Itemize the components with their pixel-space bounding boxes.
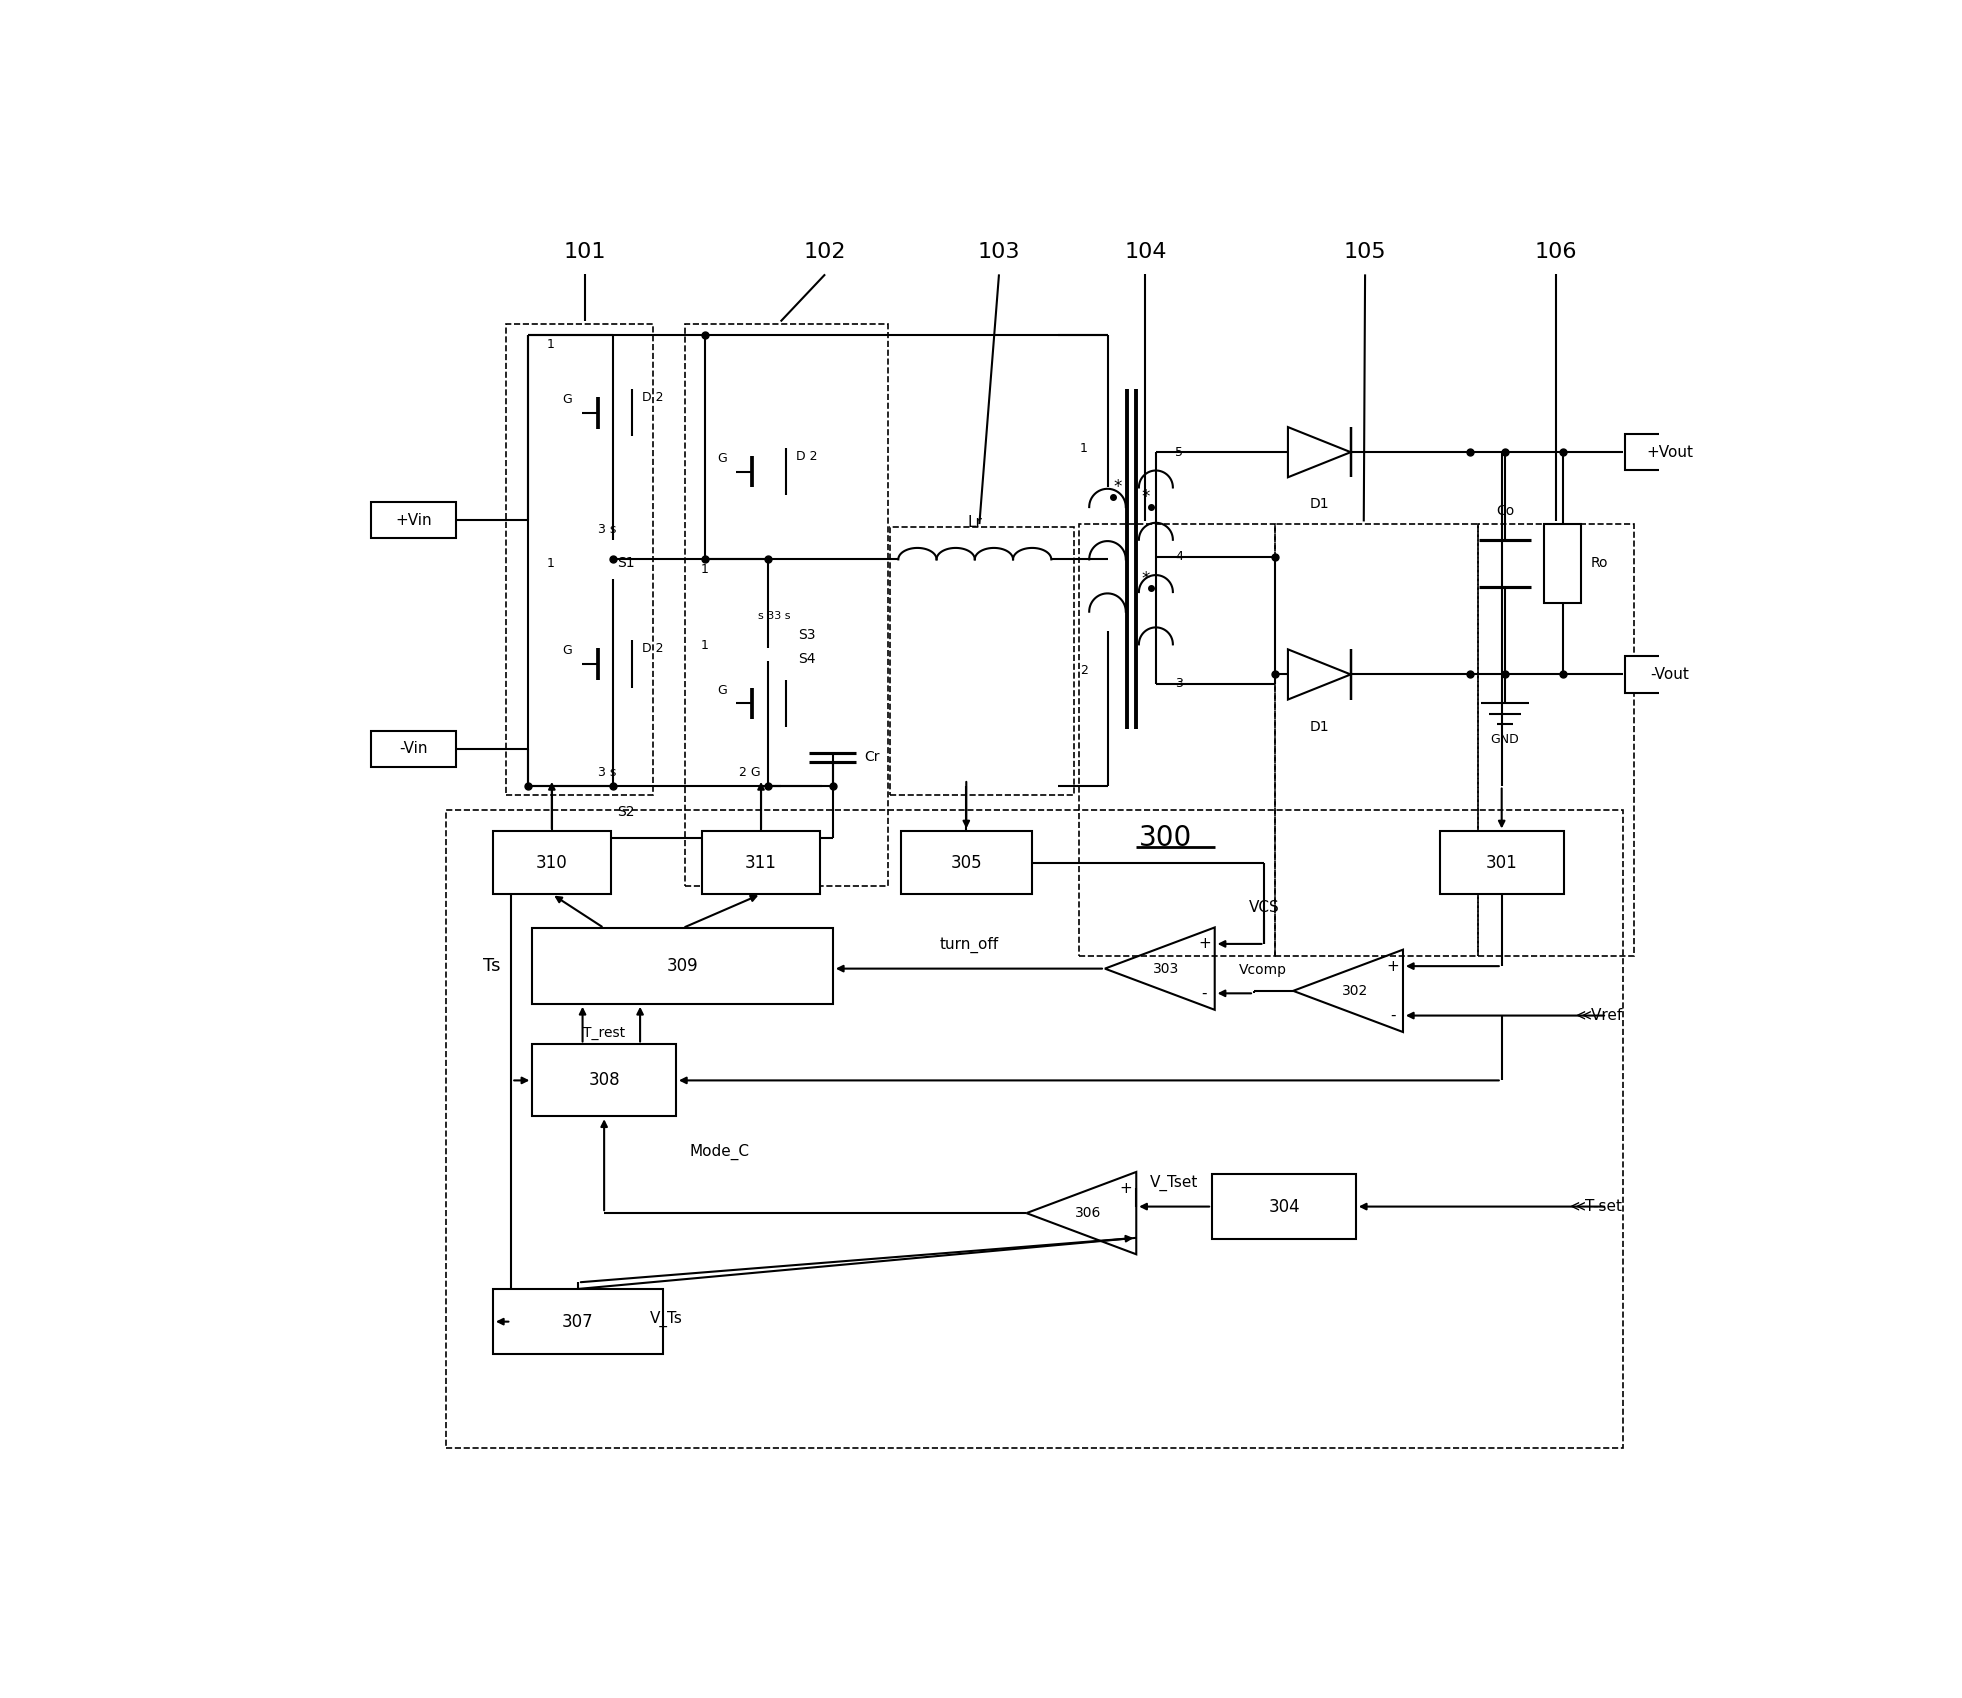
- Bar: [1625, 435, 1715, 470]
- Bar: [1625, 655, 1715, 693]
- Text: D1: D1: [1309, 498, 1328, 511]
- Text: GND: GND: [1491, 734, 1519, 747]
- Text: 303: 303: [1154, 961, 1179, 976]
- Text: 5: 5: [1175, 445, 1183, 458]
- Text: *: *: [1114, 479, 1122, 496]
- Text: *: *: [1142, 571, 1150, 588]
- Bar: [445, 810, 1623, 1448]
- Text: 3 s: 3 s: [598, 766, 616, 779]
- Bar: [532, 1044, 677, 1116]
- Text: 2: 2: [1079, 664, 1087, 678]
- Text: 101: 101: [563, 243, 606, 261]
- Text: Co: Co: [1495, 504, 1515, 518]
- Text: 106: 106: [1534, 243, 1577, 261]
- Text: -: -: [1201, 987, 1207, 1000]
- Text: 1: 1: [547, 338, 555, 351]
- Text: G: G: [716, 452, 726, 465]
- Text: 301: 301: [1485, 854, 1517, 871]
- Bar: [1275, 525, 1477, 956]
- Text: Ro: Ro: [1591, 557, 1609, 571]
- Text: +: +: [1387, 959, 1399, 973]
- Text: D1: D1: [1309, 720, 1328, 734]
- Text: VCS: VCS: [1250, 900, 1279, 915]
- Text: -Vout: -Vout: [1650, 667, 1689, 683]
- Text: S2: S2: [618, 805, 636, 818]
- Text: ≪T-set: ≪T-set: [1570, 1199, 1623, 1214]
- Text: 302: 302: [1342, 983, 1368, 998]
- Bar: [1477, 525, 1634, 956]
- Text: 310: 310: [536, 854, 567, 871]
- Text: Vcomp: Vcomp: [1238, 963, 1287, 976]
- Text: 304: 304: [1267, 1197, 1301, 1216]
- Text: *: *: [1142, 487, 1150, 506]
- Text: -Vin: -Vin: [400, 742, 428, 757]
- Bar: [532, 929, 834, 1004]
- Bar: [1440, 832, 1564, 895]
- Bar: [1079, 525, 1275, 956]
- Text: 1: 1: [700, 564, 708, 576]
- Text: 300: 300: [1138, 824, 1191, 852]
- Text: 309: 309: [667, 958, 698, 975]
- Text: +: +: [1120, 1180, 1132, 1195]
- Text: 4: 4: [1175, 550, 1183, 564]
- Text: 308: 308: [589, 1071, 620, 1090]
- Text: ≪Vref: ≪Vref: [1575, 1009, 1623, 1024]
- Bar: [371, 503, 457, 538]
- Text: 1: 1: [1079, 441, 1087, 455]
- Text: 104: 104: [1124, 243, 1167, 261]
- Text: 105: 105: [1344, 243, 1387, 261]
- Text: 3 s: 3 s: [598, 523, 616, 537]
- Text: D 2: D 2: [642, 391, 663, 404]
- Text: -: -: [1389, 1009, 1395, 1024]
- Bar: [891, 526, 1073, 795]
- Text: 103: 103: [977, 243, 1020, 261]
- Text: +: +: [1199, 936, 1211, 951]
- Bar: [901, 832, 1032, 895]
- Bar: [506, 324, 653, 795]
- Text: 3: 3: [1175, 678, 1183, 689]
- Text: S1: S1: [618, 557, 636, 571]
- Text: V_Ts: V_Ts: [649, 1311, 683, 1328]
- Text: s 33 s: s 33 s: [757, 611, 791, 620]
- Text: 307: 307: [563, 1313, 594, 1331]
- Bar: [1544, 525, 1581, 603]
- Text: +Vin: +Vin: [396, 513, 432, 528]
- Bar: [1213, 1173, 1356, 1240]
- Bar: [702, 832, 820, 895]
- Text: S3: S3: [799, 628, 816, 642]
- Text: Ts: Ts: [483, 958, 500, 975]
- Text: G: G: [716, 684, 726, 696]
- Bar: [492, 1289, 663, 1355]
- Text: 1: 1: [547, 557, 555, 571]
- Bar: [685, 324, 889, 886]
- Bar: [492, 832, 610, 895]
- Text: -: -: [1122, 1231, 1128, 1245]
- Text: G: G: [563, 645, 573, 657]
- Text: Lr: Lr: [967, 514, 983, 530]
- Text: D 2: D 2: [642, 642, 663, 655]
- Text: +Vout: +Vout: [1646, 445, 1693, 460]
- Text: T_rest: T_rest: [583, 1026, 626, 1039]
- Text: 305: 305: [950, 854, 983, 871]
- Text: V_Tset: V_Tset: [1150, 1175, 1199, 1192]
- Text: Cr: Cr: [865, 751, 879, 764]
- Text: 311: 311: [746, 854, 777, 871]
- Bar: [371, 730, 457, 767]
- Text: 306: 306: [1075, 1206, 1101, 1221]
- Text: Mode_C: Mode_C: [689, 1143, 749, 1160]
- Text: 102: 102: [804, 243, 846, 261]
- Text: D 2: D 2: [797, 450, 818, 462]
- Text: S4: S4: [799, 652, 816, 666]
- Text: turn_off: turn_off: [940, 937, 999, 953]
- Text: G: G: [563, 394, 573, 406]
- Text: 1: 1: [700, 638, 708, 652]
- Text: 2 G: 2 G: [740, 766, 761, 779]
